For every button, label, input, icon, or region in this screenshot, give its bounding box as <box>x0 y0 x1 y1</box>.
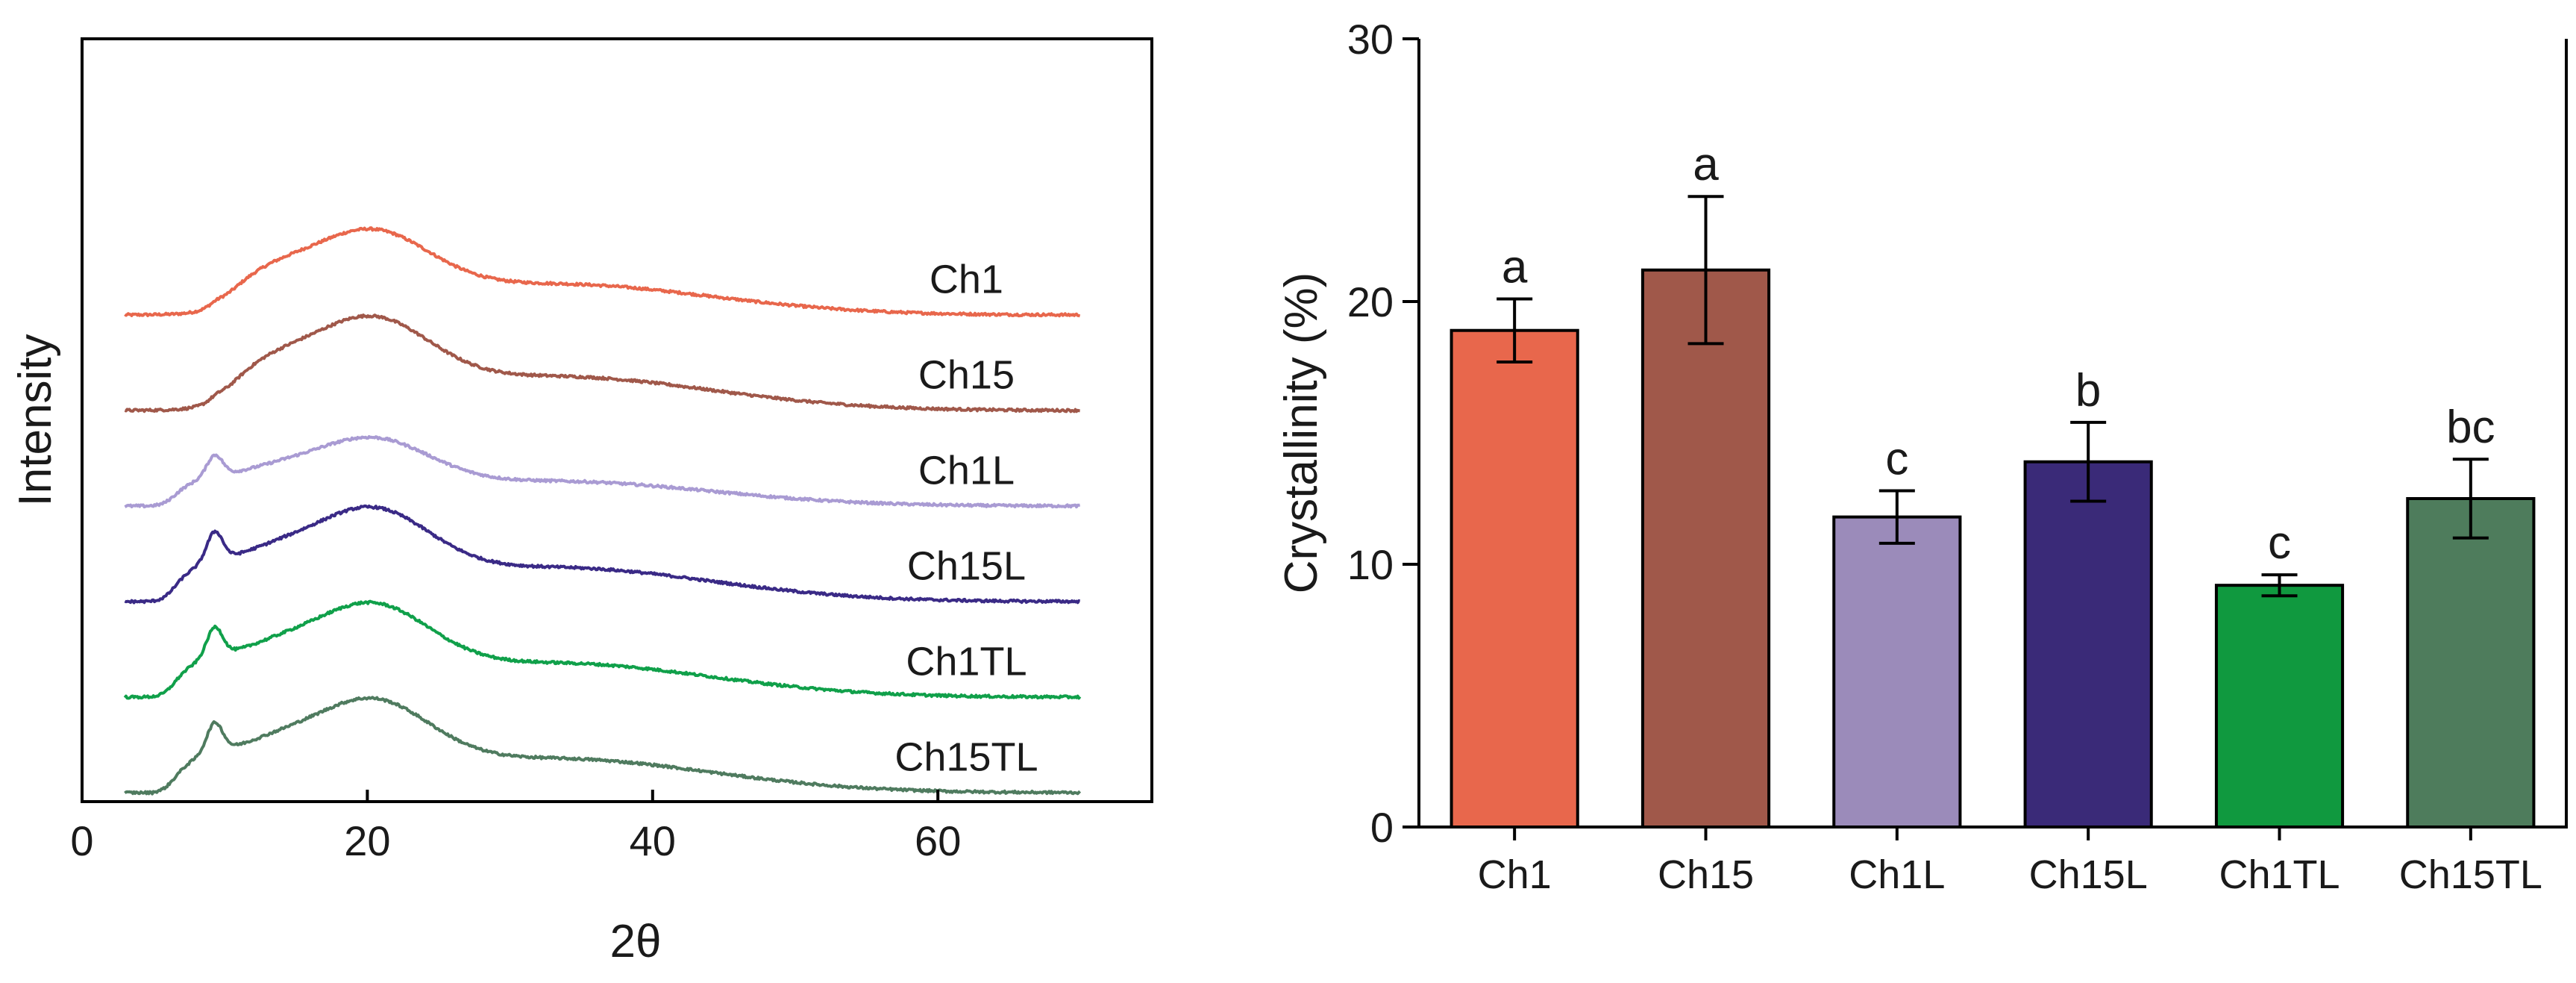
xrd-series-label: Ch1 <box>930 258 1003 302</box>
xrd-series-label: Ch15L <box>907 544 1026 589</box>
bar-category-label: Ch1 <box>1478 852 1552 897</box>
xrd-series-line <box>124 313 1081 414</box>
bar-category-label: Ch1L <box>1849 852 1945 897</box>
xrd-x-tick-label: 20 <box>344 817 390 864</box>
xrd-x-tick-label: 40 <box>630 817 676 864</box>
xrd-x-tick-label: 0 <box>70 817 93 864</box>
xrd-series-label: Ch1TL <box>906 640 1027 684</box>
xrd-series-line <box>124 226 1081 318</box>
xrd-series-line <box>123 599 1082 700</box>
bar-y-tick-label: 10 <box>1347 541 1394 588</box>
bar <box>2406 497 2536 828</box>
xrd-series-label: Ch15TL <box>894 735 1038 780</box>
xrd-series-line <box>124 696 1082 796</box>
xrd-series-label: Ch1L <box>918 449 1015 493</box>
xrd-series-label: Ch15 <box>918 353 1015 398</box>
bar <box>1832 515 1962 828</box>
bar-category-label: Ch15L <box>2029 852 2148 897</box>
significance-letter: c <box>1885 433 1908 484</box>
significance-letter: a <box>1693 139 1719 190</box>
bar-category-label: Ch15TL <box>2399 852 2542 897</box>
bar-y-tick-label: 0 <box>1370 804 1394 851</box>
xrd-series-line <box>124 504 1081 605</box>
xrd-series-line <box>124 435 1081 509</box>
bar-y-tick-label: 30 <box>1347 16 1394 63</box>
significance-letter: a <box>1502 241 1528 293</box>
bar-category-label: Ch1TL <box>2219 852 2340 897</box>
bar <box>2214 584 2345 828</box>
bar <box>1450 328 1579 829</box>
significance-letter: bc <box>2446 402 2495 453</box>
xrd-x-tick-label: 60 <box>915 817 961 864</box>
bar-y-tick-label: 20 <box>1347 278 1394 325</box>
significance-letter: c <box>2268 517 2291 569</box>
xrd-plot-frame <box>81 37 1153 803</box>
xrd-y-axis-label: Intensity <box>10 334 61 507</box>
bar-plot-frame <box>1417 39 2568 828</box>
bar-y-axis-label: Crystallinity (%) <box>1276 272 1327 594</box>
bar <box>1640 268 1771 828</box>
bar-category-label: Ch15 <box>1658 852 1754 897</box>
xrd-x-axis-label: 2θ <box>610 916 662 967</box>
bar <box>2023 460 2153 828</box>
significance-letter: b <box>2075 365 2101 416</box>
xrd-chart: Ch1 Ch15 Ch1L Ch15L Ch1TL Ch15TL 0 20 40 60 Inte… <box>10 37 1153 967</box>
